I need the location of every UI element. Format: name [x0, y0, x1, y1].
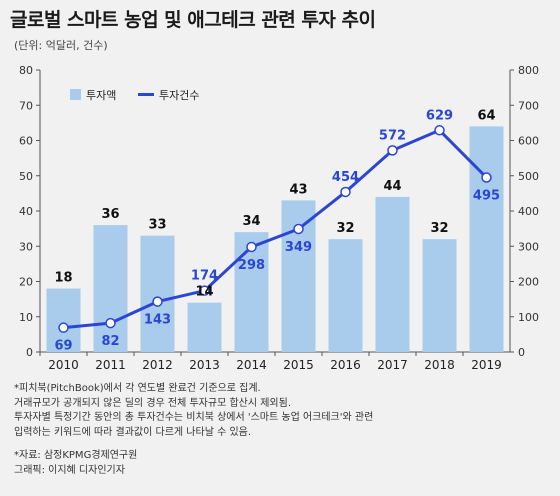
line-value-label: 174	[191, 269, 218, 284]
x-tick-label: 2012	[142, 358, 173, 372]
left-tick-label: 70	[19, 99, 33, 112]
line-value-label: 349	[285, 240, 312, 255]
x-tick-label: 2011	[95, 358, 126, 372]
graphic-credit: 그래픽: 이지혜 디자인기자	[14, 464, 125, 476]
line-value-label: 143	[144, 313, 171, 328]
line-point-2019	[481, 172, 492, 183]
bar-value-label: 32	[336, 221, 354, 236]
right-tick-label: 400	[518, 205, 539, 218]
right-tick-label: 700	[518, 99, 539, 112]
bar-2015	[281, 200, 316, 352]
left-tick-label: 40	[19, 205, 33, 218]
left-tick-label: 80	[19, 64, 33, 77]
bar-2012	[140, 235, 175, 352]
line-value-label: 629	[426, 108, 453, 123]
line-value-label: 572	[379, 128, 406, 143]
line-point-2010	[58, 322, 69, 333]
x-tick-label: 2018	[424, 358, 455, 372]
left-tick-label: 0	[26, 346, 33, 359]
line-value-label: 69	[54, 339, 72, 354]
footnote-2: 거래규모가 공개되지 않은 딜의 경우 전체 투자규모 합산시 제외됨.	[14, 397, 292, 409]
series-line-investment-count	[63, 128, 488, 330]
bar-value-label: 34	[242, 214, 260, 229]
x-tick-label: 2019	[471, 358, 502, 372]
line-value-label: 454	[332, 170, 359, 185]
right-tick-label: 600	[518, 135, 539, 148]
line-value-label: 82	[101, 334, 119, 349]
left-tick-label: 60	[19, 135, 33, 148]
bar-2010	[46, 288, 81, 352]
combo-chart: 0102030405060708001002003004005006007008…	[19, 64, 539, 372]
bar-value-label: 64	[477, 108, 495, 123]
line-point-2012	[152, 296, 163, 307]
bar-2013	[187, 302, 222, 352]
line-point-2018	[434, 125, 445, 136]
legend-swatch-bar	[70, 89, 81, 100]
footnotes: *피치북(PitchBook)에서 각 연도별 완료건 기준으로 집계. 거래규…	[14, 382, 554, 478]
left-tick-label: 10	[19, 311, 33, 324]
line-point-2014	[246, 241, 257, 253]
bar-value-label: 44	[383, 179, 401, 194]
chart-title: 글로벌 스마트 농업 및 애그테크 관련 투자 추이	[10, 9, 376, 31]
right-tick-label: 800	[518, 64, 539, 77]
line-value-label: 298	[238, 258, 265, 273]
unit-note: (단위: 억달러, 건수)	[14, 39, 108, 52]
right-tick-label: 300	[518, 240, 539, 253]
bar-2017	[375, 196, 410, 352]
bar-value-label: 14	[195, 285, 213, 300]
right-tick-label: 100	[518, 311, 539, 324]
bar-2018	[422, 239, 457, 352]
x-tick-label: 2013	[189, 358, 220, 372]
x-tick-label: 2016	[330, 358, 361, 372]
source-credit: *자료: 삼정KPMG경제연구원	[14, 450, 138, 461]
x-tick-label: 2017	[377, 358, 408, 372]
bar-value-label: 43	[289, 182, 307, 197]
bar-value-label: 18	[54, 271, 72, 286]
footnote-1: *피치북(PitchBook)에서 각 연도별 완료건 기준으로 집계.	[14, 383, 261, 394]
left-tick-label: 20	[19, 276, 33, 289]
right-tick-label: 500	[518, 170, 539, 183]
footnote-3: 투자자별 특정기간 동안의 총 투자건수는 비치북 상에서 '스마트 농업 어크…	[14, 412, 374, 423]
right-tick-label: 0	[518, 346, 525, 359]
line-point-2015	[293, 223, 304, 235]
right-tick-label: 200	[518, 276, 539, 289]
left-tick-label: 30	[19, 240, 33, 253]
bar-2016	[328, 239, 363, 352]
x-tick-label: 2014	[236, 358, 267, 372]
bar-2019	[469, 126, 504, 353]
bar-value-label: 32	[430, 221, 448, 236]
line-value-label: 495	[473, 189, 500, 204]
line-point-2011	[105, 317, 116, 329]
x-tick-label: 2010	[48, 358, 79, 372]
line-point-2017	[387, 145, 398, 156]
left-tick-label: 50	[19, 170, 33, 183]
bar-value-label: 33	[148, 218, 166, 233]
legend-label-line: 투자건수	[159, 89, 199, 102]
line-point-2016	[340, 186, 351, 198]
line-point-2013	[199, 285, 210, 296]
legend-label-bar: 투자액	[86, 89, 116, 102]
footnote-4: 입력하는 키워드에 따라 결과값이 다르게 나타날 수 있음.	[14, 426, 252, 438]
bar-value-label: 36	[101, 207, 119, 222]
x-tick-label: 2015	[283, 358, 314, 372]
bar-2011	[93, 225, 128, 352]
